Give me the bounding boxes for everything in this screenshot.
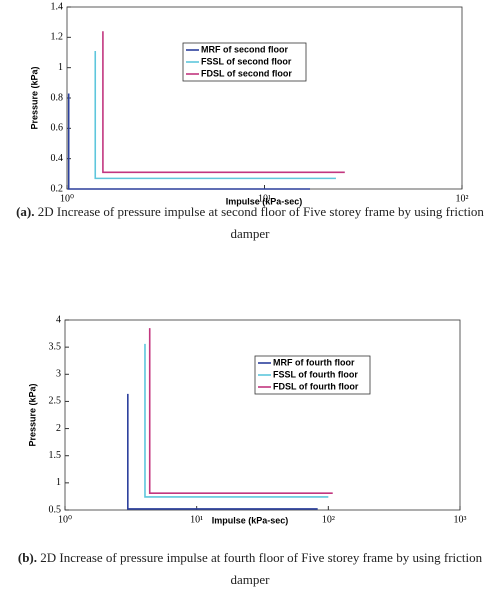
series-line: [144, 343, 329, 498]
y-tick-label: 1.4: [51, 1, 64, 12]
series-line: [94, 50, 336, 180]
y-tick-label: 4: [56, 314, 61, 325]
y-tick-label: 0.6: [51, 123, 64, 134]
y-axis-label: Pressure (kPa): [27, 383, 37, 446]
legend-label: FSSL of fourth floor: [273, 369, 358, 379]
x-tick-label: 10²: [456, 193, 469, 204]
plot-frame: [66, 6, 463, 190]
legend-label: MRF of fourth floor: [273, 357, 355, 367]
y-tick-label: 1.5: [49, 450, 62, 461]
y-tick-label: 2.5: [49, 396, 62, 407]
legend-label: MRF of second floor: [201, 44, 288, 54]
plot-frame: [64, 319, 461, 511]
x-tick-label: 10³: [454, 514, 467, 525]
caption-text: 2D Increase of pressure impulse at secon…: [37, 204, 484, 241]
series-line: [102, 31, 345, 174]
caption-text: 2D Increase of pressure impulse at fourt…: [40, 550, 483, 587]
y-tick-label: 3.5: [49, 341, 62, 352]
caption-label: (b).: [17, 550, 37, 565]
y-tick-label: 0.2: [51, 183, 64, 194]
legend-box: [182, 42, 307, 82]
y-tick-label: 0.8: [51, 92, 64, 103]
caption: (a). 2D Increase of pressure impulse at …: [10, 201, 490, 245]
x-tick-label: 10⁰: [58, 514, 72, 525]
x-tick-label: 10¹: [190, 514, 203, 525]
caption-label: (a).: [16, 204, 35, 219]
y-tick-label: 1: [58, 62, 63, 73]
x-axis-label: Impulse (kPa-sec): [226, 196, 303, 206]
x-tick-label: 10¹: [258, 193, 271, 204]
y-tick-label: 0.5: [49, 504, 62, 515]
x-axis-label: Impulse (kPa-sec): [212, 515, 289, 525]
y-tick-label: 2: [56, 423, 61, 434]
caption: (b). 2D Increase of pressure impulse at …: [10, 547, 490, 591]
legend-label: FDSL of second floor: [201, 68, 292, 78]
y-tick-label: 1: [56, 477, 61, 488]
y-axis-label: Pressure (kPa): [29, 66, 39, 129]
series-line: [127, 393, 318, 510]
y-tick-label: 3: [56, 369, 61, 380]
legend-label: FSSL of second floor: [201, 56, 292, 66]
y-tick-label: 1.2: [51, 32, 64, 43]
y-tick-label: 0.4: [51, 153, 64, 164]
x-tick-label: 10⁰: [60, 193, 74, 204]
series-line: [148, 328, 333, 494]
series-line: [67, 93, 311, 190]
legend-box: [254, 355, 371, 395]
x-tick-label: 10²: [322, 514, 335, 525]
legend-label: FDSL of fourth floor: [273, 381, 359, 391]
